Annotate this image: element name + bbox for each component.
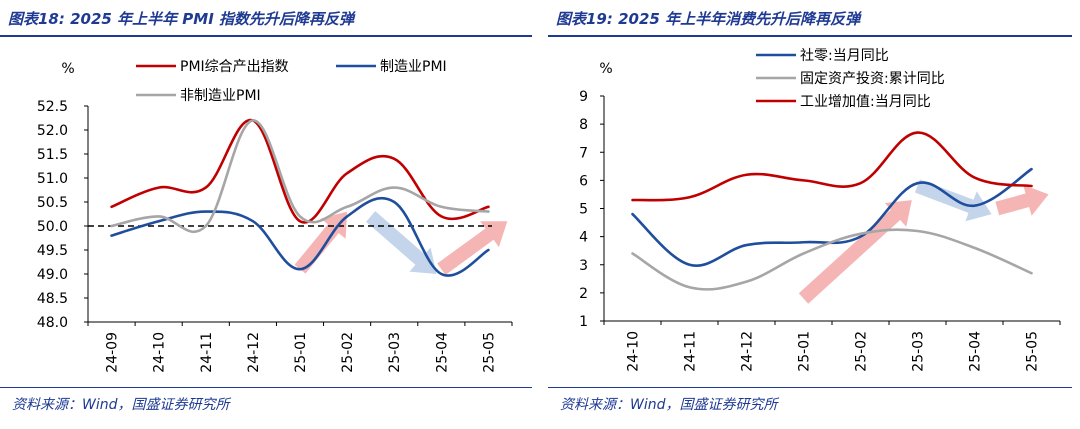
pmi-line-chart: 48.0 48.5 49.0 49.5 50.0 50.5 51.0 51.5 52.0 52.5… [37, 59, 513, 373]
trend-arrow [995, 184, 1049, 216]
y-tick-label: 2 [579, 286, 588, 302]
y-tick-label: 3 [579, 258, 588, 274]
title-rule [548, 35, 1072, 37]
y-unit-label: % [599, 61, 612, 77]
y-tick-label: 48.5 [37, 291, 68, 307]
legend-label: 制造业PMI [380, 59, 447, 75]
y-tick-label: 52.5 [37, 99, 68, 115]
x-tick-label: 25-05 [1025, 331, 1041, 372]
panel-pmi: 图表18: 2025 年上半年 PMI 指数先升后降再反弹 48.0 48.5 49… [0, 10, 532, 413]
trend-arrow [366, 211, 437, 274]
y-tick-label: 50.5 [37, 195, 68, 211]
series-line [110, 196, 490, 277]
chart-title: 图表18: 2025 年上半年 PMI 指数先升后降再反弹 [8, 10, 355, 28]
x-tick-label: 24-10 [152, 332, 168, 373]
y-tick-label: 51.0 [37, 171, 68, 187]
series-line [631, 131, 1033, 202]
x-tick-label: 24-10 [626, 331, 642, 372]
y-tick-label: 51.5 [37, 147, 68, 163]
y-tick-label: 8 [579, 117, 588, 133]
trend-arrow [798, 200, 912, 304]
y-tick-label: 9 [579, 89, 588, 105]
source-note: 资料来源：Wind，国盛证券研究所 [560, 397, 778, 413]
x-tick-label: 25-02 [340, 332, 356, 373]
y-tick-label: 49.5 [37, 243, 68, 259]
y-tick-label: 7 [579, 145, 588, 161]
series-line [110, 119, 490, 234]
legend-label: 工业增加值:当月同比 [800, 94, 931, 110]
series-line [631, 228, 1033, 291]
x-tick-label: 24-09 [105, 332, 121, 373]
y-tick-label: 52.0 [37, 123, 68, 139]
x-tick-label: 25-01 [797, 331, 813, 372]
chart-title: 图表19: 2025 年上半年消费先升后降再反弹 [556, 10, 861, 28]
x-tick-label: 24-12 [246, 332, 262, 373]
x-tick-label: 25-04 [968, 331, 984, 372]
x-tick-label: 25-02 [854, 331, 870, 372]
x-tick-label: 25-05 [481, 332, 497, 373]
y-tick-label: 5 [579, 202, 588, 218]
y-tick-label: 1 [579, 314, 588, 330]
legend-label: 社零:当月同比 [800, 48, 889, 64]
x-tick-label: 25-01 [293, 332, 309, 373]
legend-label: PMI综合产出指数 [180, 59, 289, 75]
trend-arrow [294, 211, 348, 274]
y-tick-label: 48.0 [37, 315, 68, 331]
x-tick-label: 25-03 [387, 332, 403, 373]
series-line [110, 119, 490, 224]
x-tick-label: 24-11 [199, 332, 215, 373]
y-tick-label: 4 [579, 230, 588, 246]
legend-label: 固定资产投资:累计同比 [800, 71, 945, 87]
y-tick-label: 49.0 [37, 267, 68, 283]
source-rule [0, 387, 532, 388]
x-tick-label: 24-12 [740, 331, 756, 372]
consumption-line-chart: 1 2 3 4 5 6 7 8 9 24-10 24-11 24-12 25-01 25-02 25-03 2… [579, 48, 1061, 372]
trend-arrow [915, 179, 992, 222]
legend-label: 非制造业PMI [180, 88, 261, 104]
series-line [631, 167, 1033, 267]
y-tick-label: 6 [579, 173, 588, 189]
x-tick-label: 24-11 [683, 331, 699, 372]
panel-consumption: 图表19: 2025 年上半年消费先升后降再反弹 1 2 3 4 5 6 7 8 9 24-10 2… [548, 0, 1080, 429]
title-rule [0, 35, 532, 37]
source-note: 资料来源：Wind，国盛证券研究所 [12, 397, 230, 413]
trend-arrow [437, 221, 508, 275]
y-unit-label: % [61, 61, 74, 77]
x-tick-label: 25-03 [911, 331, 927, 372]
x-tick-label: 25-04 [434, 332, 450, 373]
source-rule [548, 387, 1072, 388]
y-tick-label: 50.0 [37, 219, 68, 235]
